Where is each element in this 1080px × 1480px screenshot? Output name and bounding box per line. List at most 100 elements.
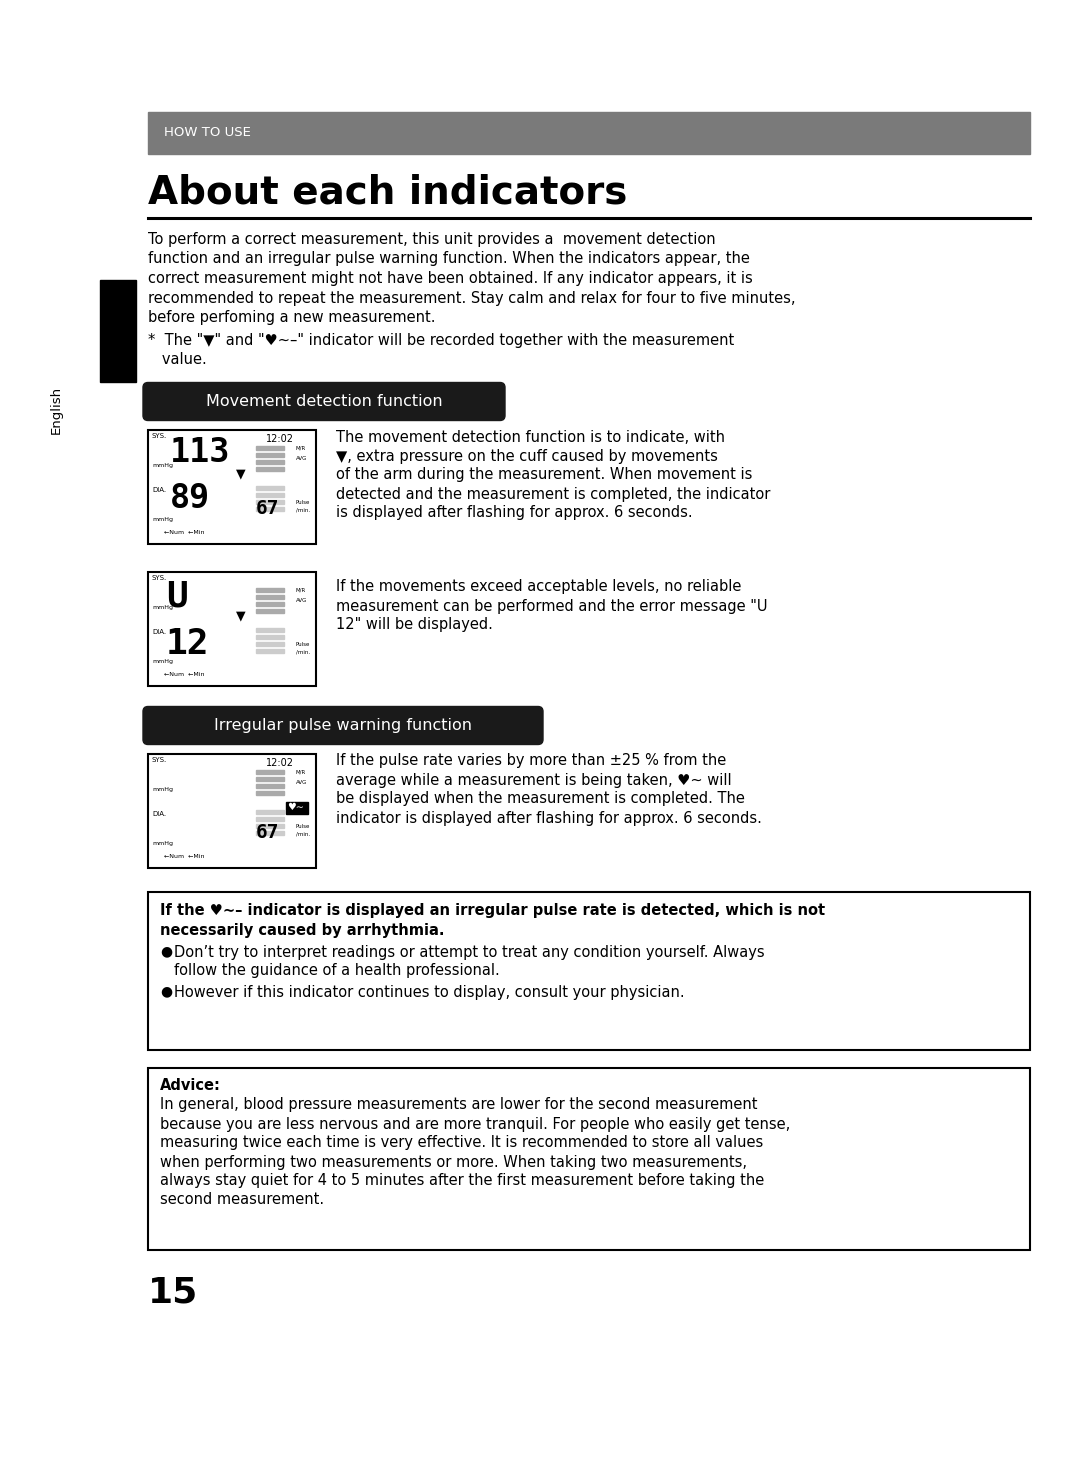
Bar <box>256 499 284 505</box>
Text: About each indicators: About each indicators <box>148 175 627 212</box>
FancyBboxPatch shape <box>143 382 505 420</box>
Bar <box>256 830 284 835</box>
Bar <box>256 459 284 465</box>
Text: ▼: ▼ <box>237 468 245 481</box>
Text: always stay quiet for 4 to 5 minutes after the first measurement before taking t: always stay quiet for 4 to 5 minutes aft… <box>160 1174 765 1188</box>
Text: ♥∼: ♥∼ <box>287 802 303 813</box>
Bar <box>256 641 284 645</box>
Text: ▼, extra pressure on the cuff caused by movements: ▼, extra pressure on the cuff caused by … <box>336 448 718 463</box>
Bar <box>256 485 284 490</box>
Bar <box>256 777 284 781</box>
Text: ←Num  ←Min: ←Num ←Min <box>164 530 204 534</box>
Text: average while a measurement is being taken, ♥∼ will: average while a measurement is being tak… <box>336 773 731 787</box>
Text: second measurement.: second measurement. <box>160 1193 324 1208</box>
Bar <box>256 506 284 511</box>
Text: ←Num  ←Min: ←Num ←Min <box>164 672 204 676</box>
Bar <box>256 648 284 653</box>
Text: correct measurement might not have been obtained. If any indicator appears, it i: correct measurement might not have been … <box>148 271 753 286</box>
Bar <box>256 790 284 795</box>
Text: SYS.: SYS. <box>152 434 167 440</box>
Text: mmHg: mmHg <box>152 605 173 610</box>
Bar <box>148 112 1030 154</box>
Bar <box>256 453 284 457</box>
Text: AVG: AVG <box>296 456 308 462</box>
Text: Pulse: Pulse <box>296 499 310 505</box>
Text: AVG: AVG <box>296 598 308 604</box>
Text: 12:02: 12:02 <box>266 434 294 444</box>
Text: Pulse: Pulse <box>296 641 310 647</box>
Text: necessarily caused by arrhythmia.: necessarily caused by arrhythmia. <box>160 922 445 937</box>
Text: is displayed after flashing for approx. 6 seconds.: is displayed after flashing for approx. … <box>336 506 692 521</box>
Text: In general, blood pressure measurements are lower for the second measurement: In general, blood pressure measurements … <box>160 1098 757 1113</box>
Text: of the arm during the measurement. When movement is: of the arm during the measurement. When … <box>336 468 753 482</box>
Bar <box>256 445 284 450</box>
Text: /min.: /min. <box>296 508 310 512</box>
Bar <box>256 635 284 639</box>
Text: 15: 15 <box>148 1276 199 1310</box>
Text: before perfoming a new measurement.: before perfoming a new measurement. <box>148 309 435 326</box>
Text: detected and the measurement is completed, the indicator: detected and the measurement is complete… <box>336 487 770 502</box>
Text: function and an irregular pulse warning function. When the indicators appear, th: function and an irregular pulse warning … <box>148 252 750 266</box>
Text: HOW TO USE: HOW TO USE <box>164 126 251 139</box>
Text: ●: ● <box>160 944 172 959</box>
Text: mmHg: mmHg <box>152 517 173 521</box>
Text: mmHg: mmHg <box>152 841 173 845</box>
Text: recommended to repeat the measurement. Stay calm and relax for four to five minu: recommended to repeat the measurement. S… <box>148 290 796 305</box>
Bar <box>256 628 284 632</box>
Text: follow the guidance of a health professional.: follow the guidance of a health professi… <box>174 963 500 978</box>
Text: mmHg: mmHg <box>152 659 173 663</box>
Bar <box>148 1067 1030 1249</box>
Text: 67: 67 <box>256 499 280 518</box>
Text: M/R: M/R <box>296 445 307 450</box>
Text: English: English <box>50 386 63 434</box>
Text: be displayed when the measurement is completed. The: be displayed when the measurement is com… <box>336 792 745 807</box>
Bar <box>148 753 316 867</box>
Text: If the movements exceed acceptable levels, no reliable: If the movements exceed acceptable level… <box>336 580 741 595</box>
Text: *  The "▼" and "♥∼–" indicator will be recorded together with the measurement: * The "▼" and "♥∼–" indicator will be re… <box>148 333 734 348</box>
Text: Irregular pulse warning function: Irregular pulse warning function <box>214 718 472 733</box>
FancyBboxPatch shape <box>143 706 543 744</box>
Text: If the pulse rate varies by more than ±25 % from the: If the pulse rate varies by more than ±2… <box>336 753 726 768</box>
Text: 113: 113 <box>170 435 230 469</box>
Text: SYS.: SYS. <box>152 576 167 582</box>
Bar <box>148 429 316 543</box>
Bar <box>148 571 316 685</box>
Text: M/R: M/R <box>296 588 307 592</box>
Bar <box>256 608 284 613</box>
Bar <box>256 810 284 814</box>
Text: DIA.: DIA. <box>152 629 166 635</box>
Text: Don’t try to interpret readings or attempt to treat any condition yourself. Alwa: Don’t try to interpret readings or attem… <box>174 944 765 959</box>
Text: 12" will be displayed.: 12" will be displayed. <box>336 617 492 632</box>
Text: SYS.: SYS. <box>152 758 167 764</box>
Text: Advice:: Advice: <box>160 1077 221 1092</box>
Text: AVG: AVG <box>296 780 308 786</box>
Text: because you are less nervous and are more tranquil. For people who easily get te: because you are less nervous and are mor… <box>160 1116 791 1132</box>
Text: measuring twice each time is very effective. It is recommended to store all valu: measuring twice each time is very effect… <box>160 1135 764 1150</box>
Text: ●: ● <box>160 984 172 999</box>
Text: mmHg: mmHg <box>152 463 173 469</box>
Text: /min.: /min. <box>296 650 310 654</box>
Text: U: U <box>166 580 188 614</box>
Bar <box>148 891 1030 1049</box>
Bar <box>256 588 284 592</box>
Text: 67: 67 <box>256 823 280 842</box>
Text: DIA.: DIA. <box>152 811 166 817</box>
Bar <box>100 280 136 382</box>
Text: 12: 12 <box>166 626 210 660</box>
Bar <box>256 823 284 827</box>
Text: Pulse: Pulse <box>296 823 310 829</box>
Text: mmHg: mmHg <box>152 787 173 792</box>
Text: 12:02: 12:02 <box>266 758 294 768</box>
Bar <box>256 817 284 821</box>
Text: ▼: ▼ <box>237 610 245 623</box>
Text: value.: value. <box>148 351 206 367</box>
Text: 89: 89 <box>170 482 211 515</box>
Text: M/R: M/R <box>296 770 307 774</box>
Text: when performing two measurements or more. When taking two measurements,: when performing two measurements or more… <box>160 1154 747 1169</box>
Text: DIA.: DIA. <box>152 487 166 493</box>
Bar <box>256 493 284 497</box>
Text: To perform a correct measurement, this unit provides a  movement detection: To perform a correct measurement, this u… <box>148 232 716 247</box>
Text: indicator is displayed after flashing for approx. 6 seconds.: indicator is displayed after flashing fo… <box>336 811 761 826</box>
Text: ←Num  ←Min: ←Num ←Min <box>164 854 204 858</box>
Text: measurement can be performed and the error message "U: measurement can be performed and the err… <box>336 598 768 614</box>
